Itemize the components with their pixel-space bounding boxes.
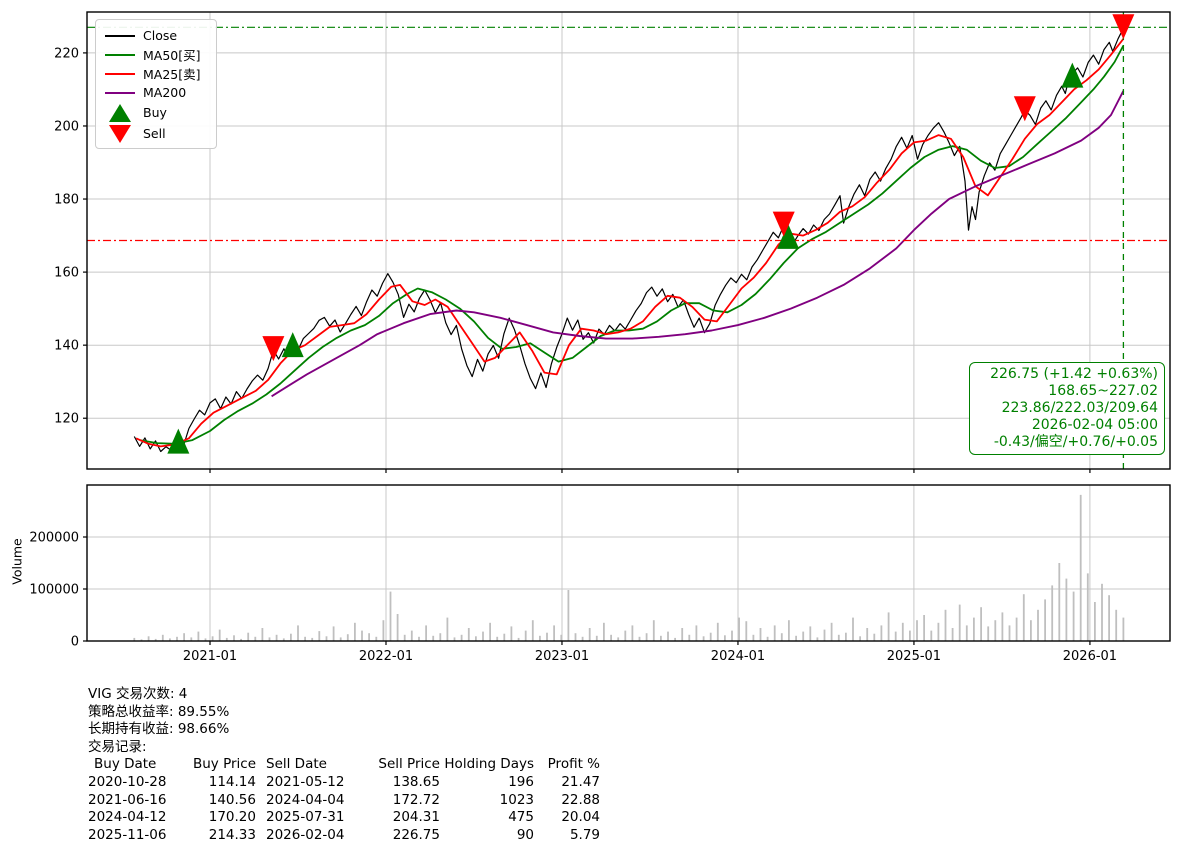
ma200-line [271,90,1125,398]
volume-ytick-label: 100000 [29,583,79,598]
buy-marker [167,428,190,454]
trade-cell: 22.88 [561,791,600,808]
x-tick-label: 2026-01 [1063,649,1117,664]
annotation-range-line: 168.65~227.02 [1048,383,1158,399]
trade-cell: 204.31 [392,809,440,826]
volume-axis-label: Volume [9,538,25,585]
trade-cell: 2024-04-04 [266,791,345,808]
price-ytick-label: 140 [54,339,79,354]
ma25-line [135,38,1125,448]
ma50-line [139,45,1125,445]
trade-cell: 138.65 [392,773,440,790]
buy-marker [281,332,304,358]
buy-marker [777,223,800,249]
close-line [133,28,1124,453]
volume-ytick-label: 0 [71,635,79,650]
trades-col-header: Buy Date [94,756,157,773]
trade-cell: 214.33 [208,826,256,843]
ma200-line-icon [105,91,135,94]
trades-col-header: Profit % [547,756,600,773]
x-tick-label: 2022-01 [359,649,413,664]
legend-label: Sell [143,126,166,141]
sell-marker [262,336,285,362]
buy-marker [1061,62,1084,88]
trade-cell: 21.47 [561,773,600,790]
legend-label: MA50[买] [143,48,201,63]
x-tick-label: 2025-01 [887,649,941,664]
trade-cell: 196 [508,773,534,790]
trade-cell: 475 [508,809,534,826]
x-tick-label: 2023-01 [535,649,589,664]
trades-col-header: Buy Price [192,756,256,773]
trade-cell: 2025-11-06 [88,826,167,843]
trade-count-line: VIG 交易次数: 4 [88,686,188,702]
trade-cell: 2024-04-12 [88,809,167,826]
sell-marker [1112,14,1135,40]
volume-ytick-label: 200000 [29,531,79,546]
trade-cell: 1023 [499,791,534,808]
annotation-signal-line: -0.43/偏空/+0.76/+0.05 [993,434,1158,450]
annotation-ma-line: 223.86/222.03/209.64 [1001,400,1158,416]
legend-label: Buy [143,105,167,120]
trade-cell: 226.75 [392,826,440,843]
last-price-annotation: 226.75 (+1.42 +0.63%) 168.65~227.02 223.… [969,362,1165,455]
buy-triangle-icon [105,103,135,122]
trade-cell: 170.20 [208,809,256,826]
x-tick-label: 2021-01 [183,649,237,664]
price-ytick-label: 200 [54,119,79,134]
trades-col-header: Holding Days [444,756,534,773]
legend-label: MA200 [143,85,187,100]
price-ytick-label: 160 [54,266,79,281]
legend-label: Close [143,28,178,43]
volume-plot-border [86,484,1171,642]
trade-log-title: 交易记录: [88,738,147,755]
hold-return-line: 长期持有收益: 98.66% [88,721,230,738]
price-ytick-label: 180 [54,193,79,208]
legend-item-ma200: MA200 [105,83,207,102]
price-plot-border [86,11,1171,470]
trades-col-header: Sell Date [266,756,327,773]
x-tick-label: 2024-01 [711,649,765,664]
ma25-line-icon [105,72,135,75]
strategy-return-line: 策略总收益率: 89.55% [88,703,230,720]
annotation-price-line: 226.75 (+1.42 +0.63%) [990,366,1158,382]
legend-item-sell: Sell [105,123,207,144]
trades-table: Buy Date Buy Price Sell Date Sell Price Hold… [88,756,600,844]
trade-cell: 2021-05-12 [266,773,345,790]
price-ytick-label: 220 [54,46,79,61]
chart-canvas: 120 140 160 180 200 220 0 100000 200000 2021-01 20… [29,11,1171,664]
legend-label: MA25[卖] [143,67,201,82]
trade-cell: 20.04 [561,809,600,826]
trade-cell: 172.72 [392,791,440,808]
trade-cell: 2020-10-28 [88,773,167,790]
legend-item-ma25: MA25[卖] [105,64,207,83]
trade-cell: 2021-06-16 [88,791,167,808]
trade-cell: 90 [516,826,534,843]
trade-cell: 2026-02-04 [266,826,345,843]
sell-marker [1013,96,1036,122]
trade-cell: 140.56 [208,791,256,808]
trade-cell: 114.14 [208,773,256,790]
legend-item-buy: Buy [105,102,207,123]
sell-triangle-icon [105,124,135,143]
trade-cell: 2025-07-31 [266,809,345,826]
trades-col-header: Sell Price [378,756,440,773]
stats-block: VIG 交易次数: 4 策略总收益率: 89.55% 长期持有收益: 98.66… [88,686,600,844]
close-line-icon [105,34,135,37]
ma50-line-icon [105,53,135,56]
annotation-date-line: 2026-02-04 05:00 [1031,417,1158,433]
price-ytick-label: 120 [54,412,79,427]
sell-marker [772,211,795,237]
legend-item-ma50: MA50[买] [105,45,207,64]
trade-cell: 5.79 [569,826,600,843]
legend-item-close: Close [105,26,207,45]
chart-legend: Close MA50[买] MA25[卖] MA200 Buy Sell [95,19,217,149]
